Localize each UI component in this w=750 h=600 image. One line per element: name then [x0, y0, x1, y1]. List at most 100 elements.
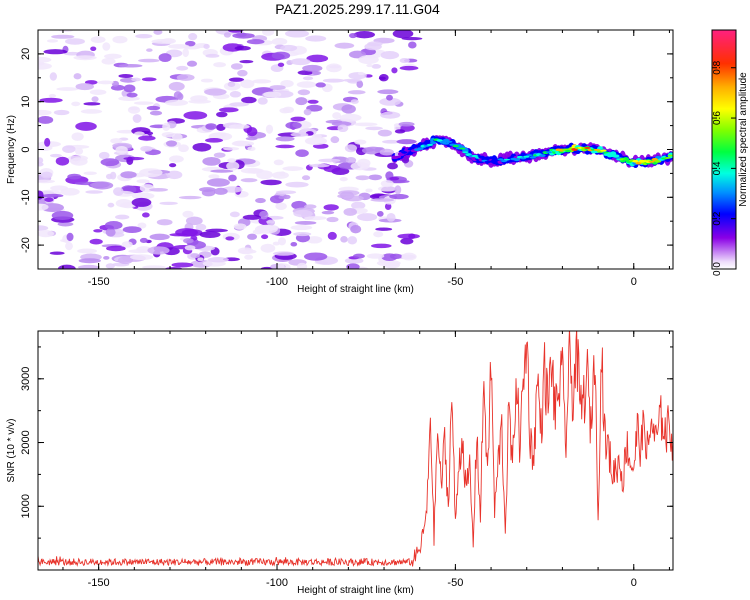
noise-blob — [342, 78, 362, 82]
signal-mark — [523, 155, 530, 158]
noise-blob — [370, 198, 395, 202]
noise-blob — [275, 190, 297, 195]
noise-blob — [282, 106, 295, 114]
noise-blob — [130, 254, 154, 261]
noise-blob — [38, 230, 55, 238]
noise-blob — [208, 174, 220, 179]
noise-blob — [229, 102, 249, 107]
noise-blob — [290, 116, 306, 122]
noise-blob — [65, 38, 85, 45]
noise-blob — [282, 194, 291, 200]
noise-blob — [226, 161, 240, 171]
noise-blob — [321, 210, 335, 215]
noise-blob — [237, 69, 248, 77]
noise-blob — [120, 171, 137, 179]
signal-mark — [452, 145, 459, 148]
noise-blob — [380, 180, 394, 188]
noise-blob — [240, 178, 258, 183]
noise-blob — [294, 220, 317, 225]
noise-blob — [238, 249, 257, 254]
noise-blob — [182, 210, 194, 218]
signal-mark — [394, 155, 402, 159]
top-xtick-label: -50 — [447, 276, 463, 288]
noise-blob — [304, 204, 317, 209]
noise-blob — [78, 258, 101, 264]
noise-blob — [389, 193, 409, 200]
noise-blob — [149, 187, 169, 192]
noise-blob — [58, 30, 74, 33]
noise-blob — [149, 110, 163, 116]
noise-blob — [293, 209, 313, 218]
noise-blob — [242, 214, 262, 220]
noise-blob — [389, 253, 402, 260]
noise-blob — [331, 121, 352, 127]
top-ytick-label: -20 — [20, 237, 32, 253]
noise-blob — [344, 144, 357, 153]
noise-blob — [377, 129, 392, 137]
noise-blob — [188, 99, 212, 104]
bottom-xtick-label: -50 — [447, 577, 463, 589]
noise-blob — [135, 34, 153, 39]
noise-blob — [183, 111, 208, 120]
noise-blob — [85, 190, 103, 194]
snr-line-layer — [38, 331, 673, 567]
bottom-ytick-label: 2000 — [20, 430, 32, 454]
noise-blob — [210, 169, 234, 173]
noise-blob — [350, 225, 362, 234]
noise-blob — [57, 221, 74, 227]
noise-blob — [378, 76, 386, 80]
noise-blob — [77, 248, 97, 254]
noise-blob — [75, 83, 94, 91]
top-xtick-label: -100 — [266, 276, 288, 288]
noise-blob — [394, 185, 402, 195]
noise-blob — [53, 109, 70, 116]
noise-blob — [315, 82, 326, 88]
top-ytick-label: 0 — [20, 146, 32, 152]
noise-blob — [165, 266, 183, 269]
noise-blob — [309, 163, 330, 168]
noise-blob — [202, 156, 221, 166]
noise-blob — [131, 197, 152, 207]
bottom-ytick-label: 1000 — [20, 494, 32, 518]
noise-blob — [334, 42, 355, 49]
noise-blob — [190, 253, 201, 259]
noise-blob — [83, 102, 101, 106]
noise-blob — [387, 162, 398, 170]
noise-blob — [136, 179, 150, 184]
noise-blob — [213, 152, 226, 158]
noise-blob — [139, 168, 163, 178]
noise-blob — [137, 222, 147, 229]
noise-blob — [38, 56, 52, 63]
noise-blob — [91, 96, 99, 103]
noise-blob — [271, 51, 291, 60]
noise-blob — [65, 242, 73, 251]
noise-blob — [380, 111, 401, 119]
noise-blob — [73, 55, 97, 61]
noise-blob — [146, 105, 161, 111]
noise-blob — [326, 63, 342, 73]
noise-blob — [228, 124, 250, 130]
noise-blob — [233, 223, 247, 230]
noise-blob — [132, 114, 142, 123]
noise-blob — [368, 174, 383, 181]
signal-mark — [471, 154, 479, 158]
noise-blob — [103, 255, 110, 260]
signal-mark — [648, 160, 655, 163]
noise-blob — [285, 181, 309, 188]
noise-blob — [75, 121, 97, 131]
noise-blob — [343, 195, 364, 202]
noise-blob — [375, 227, 393, 231]
heatmap-layer — [38, 30, 423, 269]
noise-blob — [38, 162, 44, 167]
noise-blob — [131, 77, 141, 82]
signal-mark — [539, 154, 546, 157]
noise-blob — [141, 77, 157, 82]
noise-blob — [231, 140, 255, 147]
signal-mark — [458, 147, 466, 150]
noise-blob — [261, 234, 269, 240]
noise-blob — [43, 49, 68, 55]
noise-blob — [118, 64, 143, 68]
noise-blob — [38, 157, 44, 164]
noise-blob — [366, 63, 373, 68]
noise-blob — [356, 80, 364, 89]
